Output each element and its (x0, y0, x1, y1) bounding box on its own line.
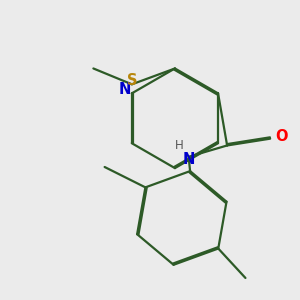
Text: O: O (275, 129, 288, 144)
Text: H: H (175, 139, 184, 152)
Text: N: N (182, 152, 195, 166)
Text: N: N (119, 82, 131, 97)
Text: S: S (127, 73, 137, 88)
